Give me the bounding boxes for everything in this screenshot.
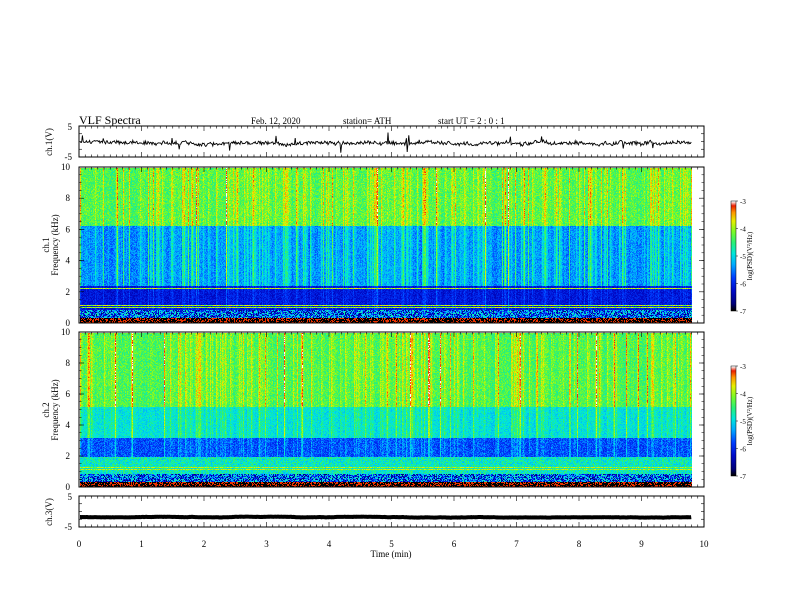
colorbar-tick-label: -7 [740, 473, 746, 481]
ch2-spectrogram-frame [78, 331, 705, 488]
spectrogram-ytick-label: 2 [66, 451, 71, 461]
ch2-colorbar-label: log(PSD)(V²/Hz) [746, 396, 754, 445]
spectrogram-ytick-label: 6 [66, 224, 71, 234]
x-tick-label: 9 [639, 539, 644, 549]
ch1-frequency-label: Frequency (kHz) [50, 214, 60, 275]
ch1-colorbar-frame [730, 200, 737, 312]
ch3-ytick-top: 5 [68, 492, 73, 502]
spectrogram-ytick-label: 0 [66, 318, 71, 328]
x-tick-label: 2 [202, 539, 207, 549]
colorbar-tick-label: -5 [740, 418, 746, 426]
header-date: Feb. 12, 2020 [251, 116, 301, 126]
ch1-waveform-trace [79, 132, 692, 153]
colorbar-tick-label: -7 [740, 308, 746, 316]
ch2-channel-label: ch.2 [41, 402, 51, 417]
colorbar-ticks: -3 -4 -5 -6 -7 -3 -4 -5 -6 -7 [736, 198, 746, 481]
spectrogram-ytick-label: 2 [66, 287, 71, 297]
spectrogram-ytick-label: 6 [66, 389, 71, 399]
time-axis-ticks: 0 1 2 3 4 5 6 7 8 9 10 [77, 126, 709, 549]
ch1-colorbar-label: log(PSD)(V²/Hz) [746, 231, 754, 280]
x-tick-label: 8 [577, 539, 582, 549]
colorbar-tick-label: -4 [740, 391, 746, 399]
spectrogram-ytick-label: 4 [66, 256, 71, 266]
chart-title: VLF Spectra [79, 113, 141, 127]
ch3-ytick-bottom: -5 [65, 522, 73, 532]
spectrogram-ytick-label: 10 [61, 327, 71, 337]
header-station: station= ATH [343, 116, 392, 126]
ch2-spectrogram-image [80, 333, 692, 487]
colorbar-tick-label: -3 [740, 198, 746, 206]
x-tick-label: 5 [389, 539, 394, 549]
ch2-colorbar-image [731, 366, 736, 476]
x-axis-label: Time (min) [371, 549, 412, 559]
spectrogram-ytick-label: 4 [66, 420, 71, 430]
header-start-time: start UT = 2 : 0 : 1 [438, 116, 505, 126]
x-tick-label: 4 [327, 539, 332, 549]
ch2-colorbar-frame [730, 365, 737, 477]
x-tick-label: 6 [452, 539, 457, 549]
ch1-waveform-ylabel: ch.1(V) [44, 128, 54, 156]
x-tick-label: 3 [264, 539, 269, 549]
colorbar-tick-label: -4 [740, 226, 746, 234]
x-tick-label: 10 [700, 539, 710, 549]
x-tick-label: 0 [77, 539, 82, 549]
ch1-ytick-bottom: -5 [65, 152, 73, 162]
x-tick-label: 7 [514, 539, 519, 549]
spectrogram-ytick-label: 8 [66, 358, 71, 368]
ch1-ytick-top: 5 [68, 122, 73, 132]
spectrogram-ytick-label: 10 [61, 162, 71, 172]
x-tick-label: 1 [139, 539, 144, 549]
ch1-spectrogram-frame [78, 166, 705, 324]
ch3-waveform-trace [80, 514, 692, 520]
ch2-frequency-label: Frequency (kHz) [50, 379, 60, 440]
ch1-spectrogram-image [80, 168, 692, 323]
ch1-channel-label: ch.1 [41, 237, 51, 252]
colorbar-tick-label: -6 [740, 446, 746, 454]
colorbar-tick-label: -3 [740, 363, 746, 371]
spectrogram-ytick-label: 8 [66, 193, 71, 203]
colorbar-tick-label: -6 [740, 281, 746, 289]
ch1-colorbar-image [731, 201, 736, 311]
ch3-waveform-ylabel: ch.3(V) [44, 498, 54, 526]
spectrogram-ytick-label: 0 [66, 482, 71, 492]
colorbar-tick-label: -5 [740, 253, 746, 261]
